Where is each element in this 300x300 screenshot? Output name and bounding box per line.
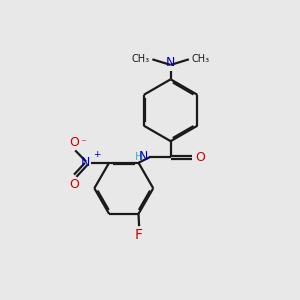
Text: N: N [80, 156, 90, 169]
Text: ⁻: ⁻ [80, 139, 86, 148]
Text: H: H [135, 152, 143, 162]
Text: N: N [166, 56, 175, 69]
Text: F: F [135, 229, 143, 242]
Text: +: + [93, 150, 100, 159]
Text: O: O [69, 136, 79, 148]
Text: CH₃: CH₃ [132, 54, 150, 64]
Text: O: O [195, 151, 205, 164]
Text: N: N [139, 150, 148, 163]
Text: CH₃: CH₃ [191, 54, 209, 64]
Text: O: O [69, 178, 79, 191]
